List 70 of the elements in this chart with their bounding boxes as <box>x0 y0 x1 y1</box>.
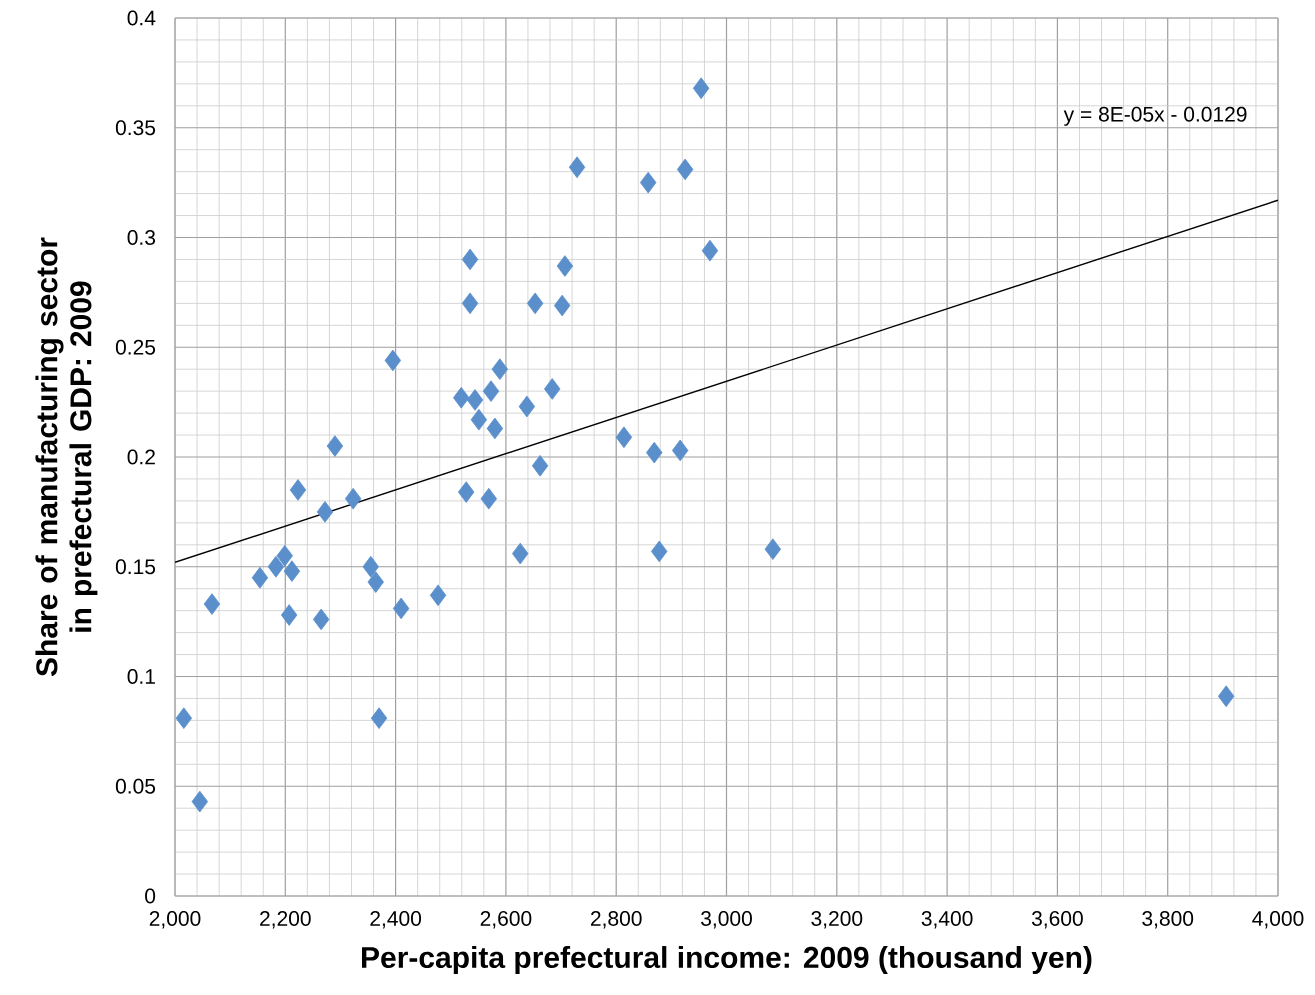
point <box>701 239 719 262</box>
point <box>512 542 529 565</box>
x-tick-label: 4,000 <box>1252 911 1304 929</box>
annotation: y = 8E-05x - 0.0129 <box>1063 106 1247 126</box>
point <box>384 349 402 372</box>
x-tick-label: 2,600 <box>480 911 532 929</box>
y-tick-label: 0.1 <box>127 669 155 684</box>
x-tick-label: 3,200 <box>811 911 863 929</box>
y-axis-title: Share of manufacturing sector in prefectural GDP: 2009 <box>35 237 98 677</box>
x-tick-label: 2,400 <box>370 911 422 929</box>
point <box>531 454 549 477</box>
point <box>470 408 488 431</box>
point <box>362 555 379 578</box>
y-tick-label: 0.2 <box>127 449 155 465</box>
x-tick-label: 3,000 <box>701 911 752 929</box>
point <box>491 358 509 380</box>
point <box>276 544 293 567</box>
point <box>526 292 544 315</box>
point <box>671 439 689 462</box>
y-tick-label: 0.15 <box>115 559 156 575</box>
point <box>289 479 307 501</box>
point <box>344 487 362 510</box>
point <box>429 584 447 607</box>
point <box>316 501 334 523</box>
point <box>646 441 663 464</box>
point <box>280 604 298 626</box>
point <box>651 540 668 563</box>
point <box>251 566 269 589</box>
y-tick-label: 0.05 <box>115 778 156 794</box>
point <box>486 417 504 440</box>
point <box>480 487 498 510</box>
point <box>326 435 344 457</box>
point <box>466 389 484 411</box>
point <box>453 386 470 409</box>
point <box>553 294 571 317</box>
x-axis-title: Per-capita prefectural income: 2009 (thousand yen) <box>362 946 1092 975</box>
point <box>267 555 285 578</box>
point <box>203 593 221 615</box>
y-tick-label: 0.4 <box>127 10 156 26</box>
point <box>283 560 301 582</box>
point <box>461 248 479 271</box>
point <box>1217 685 1235 708</box>
point <box>639 171 657 194</box>
x-tick-label: 3,400 <box>921 911 973 929</box>
y-tick-label: 0.3 <box>127 230 156 245</box>
x-tick-label: 2,000 <box>149 911 201 929</box>
x-tick-label: 3,600 <box>1031 911 1083 929</box>
point <box>191 790 209 813</box>
point <box>370 707 388 729</box>
x-tick-label: 2,200 <box>260 911 311 929</box>
point <box>312 608 330 631</box>
point <box>461 292 479 315</box>
point <box>556 255 574 277</box>
y-tick-label: 0.25 <box>115 339 156 355</box>
point <box>518 395 536 418</box>
point <box>367 571 384 593</box>
x-tick-label: 2,800 <box>590 911 642 929</box>
point <box>458 481 475 503</box>
point <box>615 426 633 449</box>
point <box>392 597 410 620</box>
y-tick-label: 0.35 <box>115 120 156 136</box>
point <box>692 77 710 100</box>
point <box>764 538 782 560</box>
point <box>568 156 586 179</box>
point <box>482 380 500 402</box>
point <box>676 158 694 181</box>
point <box>175 707 193 729</box>
y-tick-label: 0 <box>145 888 156 904</box>
x-tick-label: 3,800 <box>1142 911 1194 929</box>
point <box>544 378 561 400</box>
